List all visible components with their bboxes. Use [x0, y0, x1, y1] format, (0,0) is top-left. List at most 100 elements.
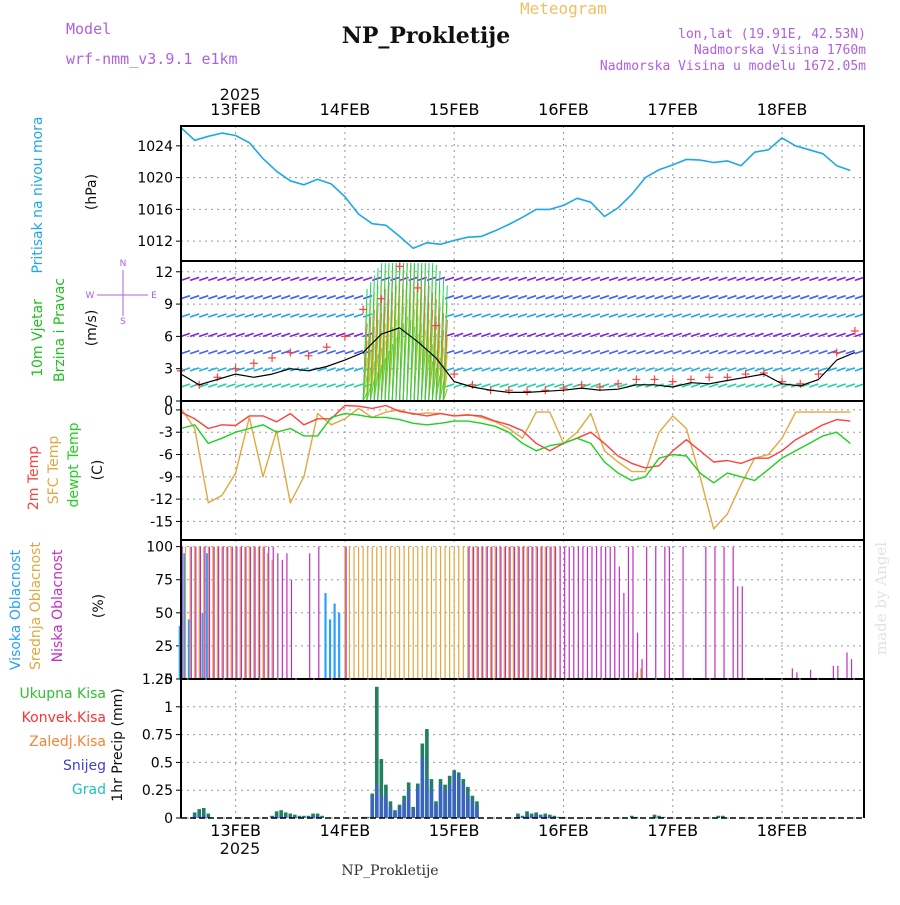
pressure-line — [180, 127, 851, 250]
low-cloud-bar — [240, 546, 242, 679]
temp-ylabel-sfc: SFC Temp — [46, 436, 62, 505]
wind-arrow — [189, 332, 200, 338]
wind-arrow — [362, 313, 373, 318]
wind-arrow — [189, 276, 200, 282]
precip-snow-bar — [475, 806, 479, 818]
ytick-label: 0.75 — [142, 728, 173, 744]
wind-arrow — [745, 313, 755, 318]
low-cloud-bar — [664, 546, 666, 679]
precip-snow-bar — [543, 815, 548, 818]
low-cloud-bar — [218, 546, 220, 679]
wind-arrow — [636, 332, 646, 338]
precip-snow-bar — [456, 775, 461, 818]
high-cloud-bar — [178, 626, 181, 679]
wind-arrow — [198, 276, 209, 282]
wind-arrow — [335, 294, 346, 300]
precip-snow-bar — [425, 779, 429, 818]
wind-arrow — [198, 383, 209, 388]
wind-arrow — [472, 383, 482, 388]
wind-arrow — [690, 294, 701, 300]
wind-arrow — [827, 367, 837, 372]
wind-arrow — [827, 383, 837, 388]
wind-arrow — [854, 332, 865, 338]
wind-arrow — [781, 367, 792, 372]
wind-arrow — [736, 332, 746, 338]
ytick-label: 0 — [164, 394, 173, 410]
wind-arrow — [244, 383, 254, 388]
wind-arrow — [326, 383, 336, 388]
wind-arrow — [353, 383, 364, 388]
wind-arrow — [672, 332, 683, 338]
precip-snow-bar — [443, 790, 447, 818]
wind-arrow — [499, 313, 509, 318]
low-cloud-bar — [249, 546, 252, 679]
mid-cloud-bar — [248, 546, 250, 679]
wind-arrow — [545, 349, 555, 355]
low-cloud-bar — [655, 546, 657, 679]
mid-cloud-bar — [453, 546, 455, 679]
wind-arrow — [690, 313, 701, 318]
wind-arrow — [226, 313, 236, 318]
wind-arrow — [517, 313, 528, 318]
low-cloud-bar — [737, 586, 739, 679]
wind-arrow — [490, 313, 500, 318]
wind-arrow — [453, 313, 464, 318]
wind-arrow — [271, 313, 282, 318]
wind-arrow — [526, 313, 537, 318]
wind-arrow — [690, 367, 701, 372]
low-cloud-bar — [281, 559, 283, 679]
mid-cloud-bar — [362, 546, 364, 679]
mid-cloud-bar — [376, 546, 378, 679]
wind-arrow — [781, 332, 792, 338]
wind-arrow — [781, 276, 792, 282]
precip-snow-bar — [197, 814, 202, 818]
wind-arrow — [781, 349, 792, 355]
precip-snow-bar — [548, 815, 552, 818]
precip-snow-bar — [466, 795, 470, 818]
ytick-label: 1016 — [137, 202, 173, 218]
wind-arrow — [563, 313, 573, 318]
precip-snow-bar — [393, 812, 397, 818]
low-cloud-bar — [227, 546, 229, 679]
wind-arrow — [180, 349, 191, 355]
wind-arrow — [508, 313, 519, 318]
wind-arrow — [617, 383, 628, 388]
wind-arrow — [344, 294, 355, 300]
precip-snow-bar — [279, 815, 283, 818]
wind-arrow — [353, 349, 364, 355]
mid-cloud-bar — [398, 546, 401, 679]
low-cloud-bar — [254, 546, 256, 679]
model-elevation-label: Nadmorska Visina u modelu 1672.05m — [600, 59, 866, 74]
mid-cloud-bar — [212, 546, 214, 679]
mid-cloud-bar — [490, 546, 492, 679]
wind-arrow — [818, 313, 828, 318]
wind-fan-line — [373, 268, 379, 402]
precip-total-bar — [425, 729, 429, 818]
wind-arrow — [754, 276, 764, 282]
precip-bars — [192, 686, 725, 818]
wind-arrow — [280, 383, 291, 388]
mid-cloud-bar — [239, 546, 241, 679]
wind-arrow — [208, 383, 218, 388]
low-cloud-bar — [290, 579, 293, 679]
wind-arrow — [708, 313, 719, 318]
low-cloud-bar — [632, 546, 634, 679]
wind-arrow — [590, 367, 601, 372]
compass-w: W — [86, 291, 95, 301]
wind-arrow — [800, 332, 810, 338]
mid-cloud-bar — [189, 546, 191, 679]
wind-arrow — [189, 313, 200, 318]
wind-arrow — [736, 313, 746, 318]
low-cloud-bar — [236, 546, 238, 679]
wind-fan-line — [428, 263, 434, 402]
xtick-label-bottom: 16FEB — [538, 821, 589, 840]
precip-total-bar — [206, 813, 211, 818]
wind-arrow — [727, 294, 737, 300]
wind-arrow — [526, 332, 537, 338]
wind-arrow — [517, 383, 528, 388]
mid-cloud-bar — [262, 546, 264, 679]
wind-arrow — [781, 313, 792, 318]
wind-arrow — [499, 383, 509, 388]
low-cloud-bar — [573, 546, 575, 679]
wind-arrow — [708, 349, 719, 355]
